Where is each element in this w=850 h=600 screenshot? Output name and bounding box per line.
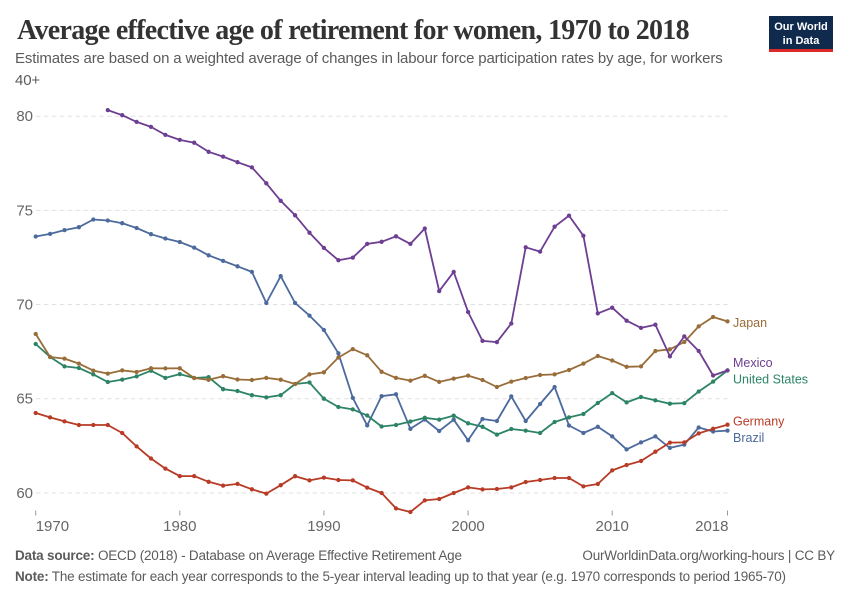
svg-text:75: 75	[16, 202, 33, 219]
svg-text:Brazil: Brazil	[733, 431, 764, 445]
svg-text:2000: 2000	[451, 518, 484, 535]
svg-text:Germany: Germany	[733, 415, 785, 429]
svg-text:2010: 2010	[596, 518, 629, 535]
svg-text:1990: 1990	[307, 518, 340, 535]
svg-text:65: 65	[16, 391, 33, 408]
svg-text:Japan: Japan	[733, 316, 767, 330]
svg-text:Mexico: Mexico	[733, 356, 773, 370]
svg-text:80: 80	[16, 108, 33, 125]
svg-text:United States: United States	[733, 373, 808, 387]
svg-text:1970: 1970	[36, 518, 69, 535]
svg-text:70: 70	[16, 297, 33, 314]
svg-text:2018: 2018	[695, 518, 728, 535]
svg-text:60: 60	[16, 485, 33, 502]
svg-text:1980: 1980	[163, 518, 196, 535]
